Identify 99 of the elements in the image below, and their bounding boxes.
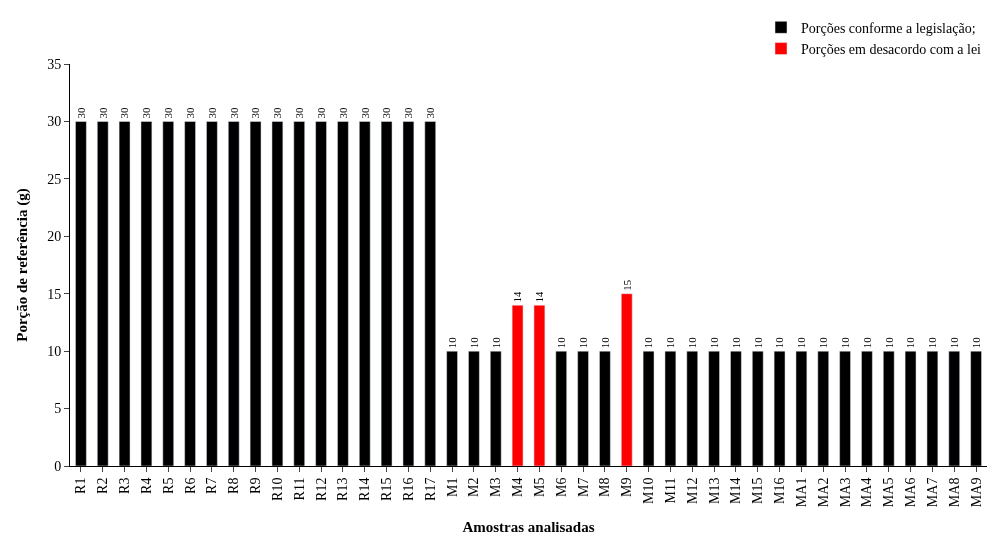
data-label: 30 xyxy=(358,106,371,119)
data-label: 10 xyxy=(642,336,655,349)
x-tick-label: R12 xyxy=(313,477,329,501)
data-label: 30 xyxy=(424,106,437,119)
x-tick-label: M11 xyxy=(662,477,678,504)
data-label: 10 xyxy=(926,336,939,349)
data-label: 10 xyxy=(860,336,873,349)
data-label: 10 xyxy=(817,336,830,349)
x-tick-label: R6 xyxy=(182,477,198,494)
x-tick-label: MA5 xyxy=(881,477,897,508)
x-tick-label: M16 xyxy=(772,477,788,505)
x-tick-label: M5 xyxy=(531,477,547,498)
x-tick-label: MA4 xyxy=(859,477,875,508)
data-label: 30 xyxy=(74,106,87,119)
data-label: 14 xyxy=(534,290,546,303)
x-tick-label: M15 xyxy=(750,477,766,505)
data-label: 10 xyxy=(904,336,917,349)
data-label: 10 xyxy=(686,336,699,349)
x-tick-label: MA1 xyxy=(793,477,809,508)
x-tick-label: R2 xyxy=(95,477,111,494)
data-label: 10 xyxy=(751,336,764,349)
y-tick-label: 5 xyxy=(54,401,62,417)
x-tick-label: M4 xyxy=(510,477,526,498)
x-tick-label: M14 xyxy=(728,477,744,505)
data-label: 10 xyxy=(969,336,982,349)
data-label: 10 xyxy=(489,336,502,349)
bar xyxy=(511,304,524,466)
bar xyxy=(621,293,633,466)
x-tick-label: R3 xyxy=(117,477,133,494)
data-label: 10 xyxy=(445,336,458,349)
data-label: 30 xyxy=(249,106,262,119)
y-tick-label: 35 xyxy=(47,56,62,72)
data-label: 10 xyxy=(664,336,677,349)
y-tick-label: 30 xyxy=(47,114,62,130)
data-label: 10 xyxy=(838,336,851,349)
legend-label: Porções em desacordo com a lei xyxy=(801,42,982,57)
x-tick-label: R13 xyxy=(335,477,351,501)
x-tick-label: R1 xyxy=(73,477,89,494)
x-tick-label: M2 xyxy=(466,477,482,498)
data-label: 10 xyxy=(576,336,589,349)
x-axis-title: Amostras analisadas xyxy=(462,519,595,536)
x-tick-label: M3 xyxy=(488,477,504,498)
bar xyxy=(533,304,546,466)
data-label: 30 xyxy=(118,106,131,119)
data-label: 30 xyxy=(380,106,393,119)
y-tick-label: 0 xyxy=(54,458,62,474)
data-label: 30 xyxy=(271,106,284,119)
data-label: 10 xyxy=(467,336,480,349)
y-tick-label: 15 xyxy=(47,286,62,302)
x-tick-label: M10 xyxy=(641,477,657,505)
x-tick-label: M13 xyxy=(706,477,722,505)
x-tick-label: MA9 xyxy=(968,477,984,508)
x-tick-label: R5 xyxy=(160,477,176,494)
x-tick-label: M1 xyxy=(444,477,460,498)
legend-label: Porções conforme a legislação; xyxy=(801,20,976,36)
data-label: 15 xyxy=(620,279,633,291)
x-tick-label: M7 xyxy=(575,477,591,498)
x-tick-label: MA6 xyxy=(903,477,919,508)
x-tick-label: R7 xyxy=(204,477,220,494)
x-tick-label: M9 xyxy=(619,477,635,498)
data-label: 30 xyxy=(227,106,240,119)
data-label: 10 xyxy=(707,336,720,349)
data-label: 10 xyxy=(948,336,961,349)
x-tick-label: MA7 xyxy=(924,477,940,508)
y-tick-label: 20 xyxy=(47,229,62,245)
x-tick-label: MA3 xyxy=(837,477,853,508)
data-label: 30 xyxy=(293,106,306,119)
x-tick-label: R16 xyxy=(400,477,416,501)
data-label: 10 xyxy=(555,336,568,349)
x-tick-label: R9 xyxy=(248,477,264,494)
x-tick-label: R15 xyxy=(379,477,395,501)
data-label: 30 xyxy=(162,106,175,119)
data-label: 10 xyxy=(598,336,611,349)
x-tick-label: R17 xyxy=(422,477,438,501)
x-tick-label: MA2 xyxy=(815,477,831,508)
data-label: 30 xyxy=(336,106,349,119)
x-tick-label: MA8 xyxy=(946,477,962,508)
y-tick-label: 25 xyxy=(47,171,62,187)
data-label: 30 xyxy=(183,106,196,119)
x-tick-label: R10 xyxy=(269,477,285,501)
data-label: 10 xyxy=(729,336,742,349)
x-tick-label: R8 xyxy=(226,477,242,494)
data-label: 10 xyxy=(795,336,808,349)
data-label: 30 xyxy=(314,106,327,119)
data-label: 10 xyxy=(773,336,786,349)
x-tick-label: R4 xyxy=(138,477,154,494)
data-label: 14 xyxy=(512,290,524,303)
data-label: 30 xyxy=(96,106,109,119)
x-tick-label: M8 xyxy=(597,477,613,498)
data-label: 30 xyxy=(140,106,153,119)
x-tick-label: R11 xyxy=(291,477,307,501)
x-tick-label: M6 xyxy=(553,477,569,498)
y-axis-title: Porção de referência (g) xyxy=(14,188,32,342)
data-label: 30 xyxy=(205,106,218,119)
data-label: 10 xyxy=(882,336,895,349)
y-tick-label: 10 xyxy=(47,344,62,360)
x-tick-label: R14 xyxy=(357,477,373,501)
data-label: 30 xyxy=(402,106,415,119)
x-tick-label: M12 xyxy=(684,477,700,505)
